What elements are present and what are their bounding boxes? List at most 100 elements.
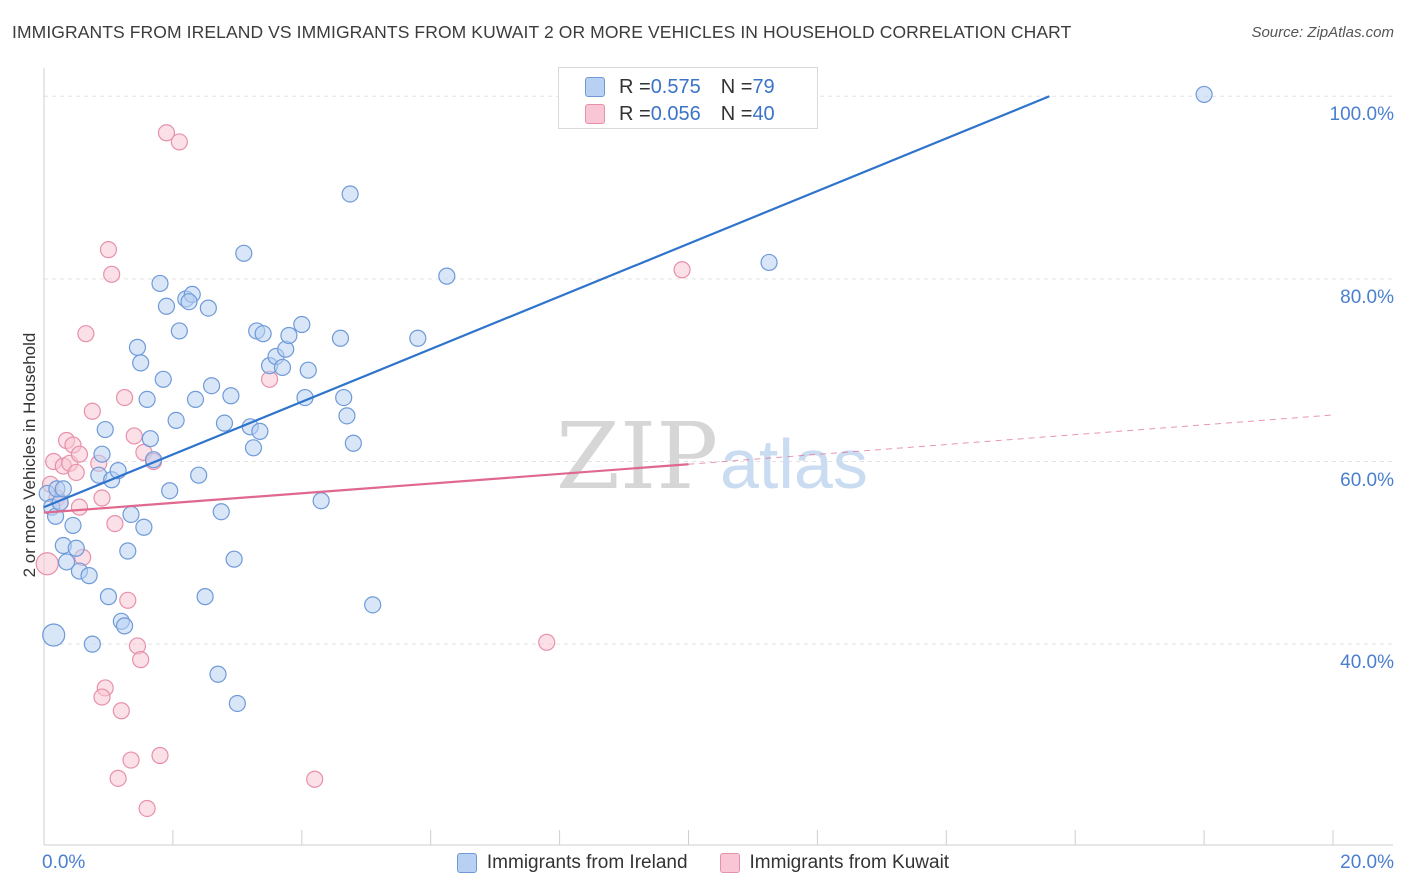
ireland-point [170,322,188,340]
ireland-point [293,315,311,334]
ireland-point [190,466,208,484]
ireland-point [180,293,198,311]
legend-row-ireland: R = 0.575 N = 79 [585,74,775,100]
ireland-point [64,516,82,535]
kuwait-legend-swatch [719,853,740,873]
kuwait-r-value: 0.056 [650,102,701,125]
legend-item-kuwait[interactable]: Immigrants from Kuwait [719,852,949,874]
y-tick-label: 60.0% [1340,469,1394,491]
ireland-point [251,422,269,440]
grid-lines [44,95,1393,645]
ireland-n-value: 79 [752,75,775,98]
kuwait-point [538,633,556,651]
y-tick-label: 100.0% [1329,104,1394,126]
ireland-point [212,503,230,521]
y-tick-label: 40.0% [1340,652,1394,674]
kuwait-point [673,261,691,279]
kuwait-n-value: 40 [752,102,775,125]
kuwait-point [93,489,111,507]
ireland-point [199,299,217,317]
kuwait-swatch [585,104,605,124]
ireland-point [344,434,362,452]
ireland-point [54,480,72,498]
ireland-r-value: 0.575 [650,75,701,98]
ireland-point [280,326,298,345]
chart-title: IMMIGRANTS FROM IRELAND VS IMMIGRANTS FR… [12,22,1072,42]
ireland-point [338,407,356,425]
ireland-point [331,329,350,347]
ireland-point [83,635,101,653]
correlation-legend: R = 0.575 N = 79 R = 0.056 N = 40 [558,67,818,129]
kuwait-point [106,514,124,533]
y-axis-label: 2 or more Vehicles in Household [20,332,39,578]
ireland-n-label: N = [720,75,753,98]
kuwait-point [132,651,150,669]
ireland-point [57,553,76,571]
watermark-zip: ZIP [556,403,718,510]
kuwait-point [122,751,140,769]
ireland-point [341,185,359,203]
x-tick-label-min: 0.0% [42,852,86,873]
ireland-swatch [585,77,605,97]
legend-item-ireland[interactable]: Immigrants from Ireland [456,852,688,874]
kuwait-point [83,402,101,420]
ireland-point [157,297,176,315]
ireland-point [228,694,246,713]
kuwait-point [99,241,118,259]
ireland-point [132,354,150,372]
kuwait-point [157,124,176,142]
ireland-point [99,588,118,606]
ireland-point [438,267,456,285]
ireland-point [196,588,214,606]
watermark-atlas: atlas [720,425,868,503]
ireland-point [1195,85,1213,104]
ireland-point [161,482,179,500]
ireland-legend-swatch [456,853,477,873]
x-tick-label-max: 20.0% [1340,852,1394,873]
ireland-point [235,244,253,262]
ireland-point [151,274,169,293]
axes [43,68,1393,846]
ireland-point [141,430,159,448]
ireland-point [222,387,240,405]
watermark: ZIP atlas [556,403,868,510]
kuwait-point [125,427,143,445]
ireland-point [186,390,205,409]
ireland-point [128,338,147,356]
kuwait-point [151,746,169,765]
ireland-point [67,539,85,557]
kuwait-point [115,388,134,407]
ireland-point [225,550,243,568]
kuwait-point [70,498,89,516]
source-credit: Source: ZipAtlas.com [1251,24,1394,41]
kuwait-point [170,133,188,151]
ireland-point [209,665,227,683]
ireland-point [202,377,221,395]
trend-lines [43,95,1334,514]
ireland-point [312,492,330,510]
ireland-point [135,518,153,536]
kuwait-point [67,463,85,482]
ireland-r-label: R = [619,75,651,98]
kuwait-points [35,124,691,818]
ireland-point [167,411,185,430]
ireland-points [38,85,1213,713]
kuwait-point [103,265,121,283]
kuwait-point [70,445,89,463]
kuwait-trend-extension [688,414,1334,465]
kuwait-n-label: N = [720,102,753,125]
kuwait-point [306,770,324,788]
kuwait-point [119,591,137,609]
ireland-point [154,370,172,388]
ireland-point [115,617,134,635]
ireland-point [215,414,234,432]
kuwait-point [77,325,95,343]
ireland-point [96,420,114,439]
ireland-point [42,623,66,647]
ireland-point [335,388,353,407]
ireland-point [119,542,137,560]
ireland-point [80,567,98,585]
ireland-point [244,439,263,457]
ireland-legend-label: Immigrants from Ireland [486,852,688,873]
ireland-point [93,445,111,463]
